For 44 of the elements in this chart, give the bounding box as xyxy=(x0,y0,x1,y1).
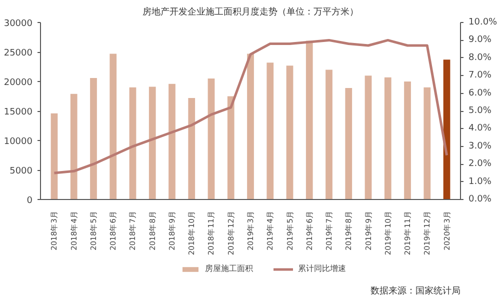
y2-tick-label: 5.0% xyxy=(468,106,492,116)
chart-title: 房地产开发企业施工面积月度走势（单位：万平方米） xyxy=(142,6,358,18)
bar xyxy=(286,66,294,200)
bar xyxy=(227,96,234,200)
y-tick-label: 10000 xyxy=(4,137,33,147)
y-tick-label: 0 xyxy=(26,196,33,206)
y-tick-label: 15000 xyxy=(4,108,33,118)
y2-tick-label: 2.0% xyxy=(468,159,492,170)
bar xyxy=(50,113,58,200)
bar xyxy=(129,87,136,200)
bar xyxy=(188,98,196,200)
bar xyxy=(384,77,392,200)
bar xyxy=(345,88,352,200)
y2-tick-label: 1.0% xyxy=(468,176,492,187)
bar xyxy=(424,87,431,200)
y2-tick-label: 8.0% xyxy=(468,52,492,63)
bar xyxy=(148,86,156,200)
legend-label: 房屋施工面积 xyxy=(205,263,253,274)
y2-tick-label: 3.0% xyxy=(468,141,492,152)
y2-tick-label: 6.0% xyxy=(468,88,492,98)
y-tick-label: 25000 xyxy=(4,48,33,58)
bar xyxy=(443,60,450,200)
y-tick-label: 20000 xyxy=(4,78,33,88)
y2-tick-label: 10.0% xyxy=(468,18,498,28)
bar xyxy=(110,54,117,200)
y-tick-label: 30000 xyxy=(4,19,33,29)
legend-label: 累计同比增速 xyxy=(298,263,346,274)
bar xyxy=(306,40,313,200)
bar xyxy=(208,78,215,200)
y-tick-label: 5000 xyxy=(10,166,33,176)
y2-tick-label: 7.0% xyxy=(468,70,492,81)
bar xyxy=(70,94,78,200)
source-note: 数据来源：国家统计局 xyxy=(370,286,460,296)
bar xyxy=(90,78,97,200)
y2-tick-label: 9.0% xyxy=(468,35,492,46)
bar xyxy=(404,82,411,200)
bar xyxy=(266,62,274,200)
bar xyxy=(364,76,372,200)
y2-tick-label: 4.0% xyxy=(468,124,492,134)
bar xyxy=(326,70,332,200)
line-series xyxy=(52,38,448,174)
y2-tick-label: 0.0% xyxy=(468,194,492,204)
bar xyxy=(247,54,254,200)
bar xyxy=(168,84,176,200)
